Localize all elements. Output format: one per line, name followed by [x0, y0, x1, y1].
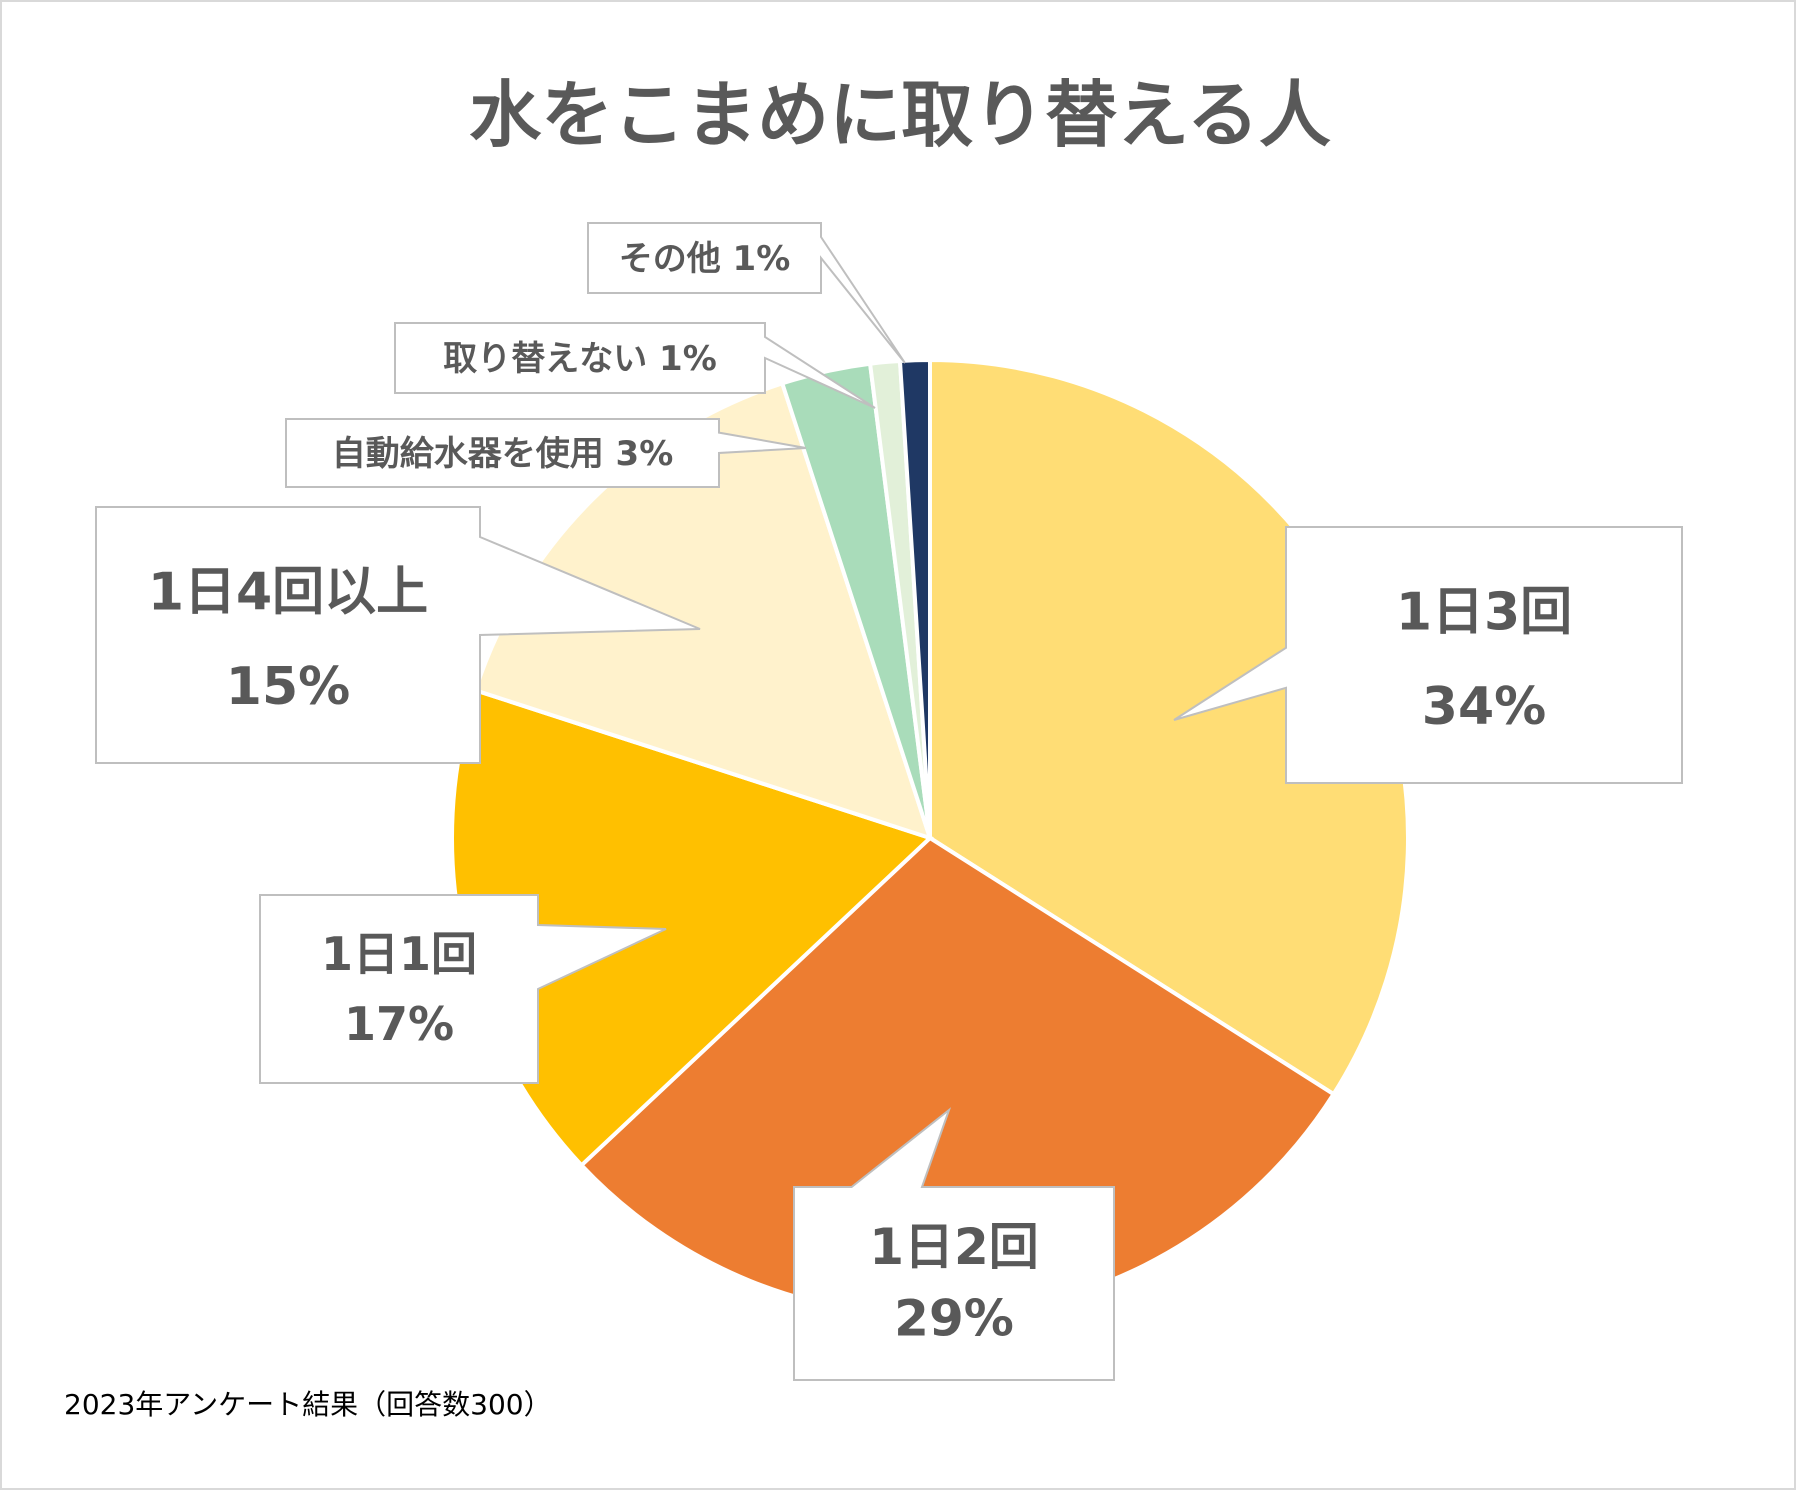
- callout-percent: 15%: [226, 657, 350, 717]
- callout-percent: 34%: [1422, 677, 1546, 737]
- callout-label: 自動給水器を使用 3%: [332, 434, 674, 474]
- callout-box: [793, 1107, 1115, 1381]
- callout-label: 取り替えない 1%: [443, 339, 717, 379]
- callout-その他: その他 1%: [587, 222, 906, 364]
- callout-box: [259, 894, 667, 1084]
- callout-1日3回: 1日3回 34%: [1173, 526, 1683, 784]
- chart-title: 水をこまめに取り替える人: [469, 73, 1331, 157]
- callout-box: [1173, 526, 1683, 784]
- callout-box: [587, 222, 906, 364]
- callout-取り替えない: 取り替えない 1%: [394, 322, 876, 409]
- callout-label: 1日2回: [869, 1218, 1039, 1276]
- callout-1日4回以上: 1日4回以上 15%: [95, 506, 701, 764]
- callout-自動給水器を使用: 自動給水器を使用 3%: [285, 418, 807, 488]
- source-note: 2023年アンケート結果（回答数300）: [64, 1388, 552, 1421]
- callout-percent: 29%: [894, 1290, 1014, 1348]
- callout-box: [95, 506, 701, 764]
- callout-box: [394, 322, 876, 409]
- pie-slice-1日4回以上: [472, 380, 934, 842]
- callout-label: その他 1%: [619, 239, 791, 279]
- callout-box: [285, 418, 807, 488]
- pie-callouts: 1日3回 34% 1日2回 29% 1日1回 17% 1日4回以上 15% 自動給水器を使用 3…: [95, 222, 1683, 1381]
- callout-1日2回: 1日2回 29%: [793, 1107, 1115, 1381]
- callout-label: 1日1回: [321, 927, 477, 981]
- callout-label: 1日4回以上: [148, 562, 428, 622]
- callout-1日1回: 1日1回 17%: [259, 894, 667, 1084]
- callout-percent: 17%: [344, 997, 454, 1051]
- pie-slices: [450, 357, 1411, 1318]
- callout-label: 1日3回: [1396, 582, 1572, 642]
- pie-slice-その他: [897, 357, 932, 839]
